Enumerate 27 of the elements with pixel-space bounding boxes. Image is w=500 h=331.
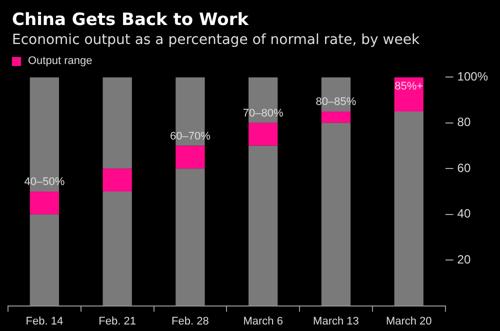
y-tick-label: 100% xyxy=(457,70,488,84)
y-tick-label: 80 xyxy=(457,115,471,130)
bar xyxy=(30,192,60,214)
bar xyxy=(248,146,278,306)
annotation: 85%+ xyxy=(394,80,424,93)
x-tick-label: March 13 xyxy=(313,315,359,328)
bar xyxy=(321,122,351,306)
y-tick-label: 40 xyxy=(457,206,471,221)
bar xyxy=(321,111,351,123)
bar xyxy=(30,214,60,306)
chart-title: China Gets Back to Work xyxy=(12,10,249,30)
y-tick-label: 20 xyxy=(457,252,471,266)
bar xyxy=(176,168,205,306)
bar xyxy=(102,168,132,192)
bar xyxy=(394,111,424,306)
legend-label: Output range xyxy=(28,55,92,67)
y-tick-label: 60 xyxy=(457,160,471,175)
bar xyxy=(248,122,278,146)
x-tick-label: Feb. 28 xyxy=(172,315,209,328)
x-tick-label: Feb. 14 xyxy=(26,315,64,328)
x-tick-label: Feb. 21 xyxy=(98,315,136,328)
bar xyxy=(176,146,205,169)
bar xyxy=(102,192,132,306)
x-tick-label: March 6 xyxy=(243,315,283,328)
x-tick-label: March 20 xyxy=(386,315,432,328)
chart-subtitle: Economic output as a percentage of normal rate, by week xyxy=(12,32,420,48)
bar xyxy=(102,77,132,169)
